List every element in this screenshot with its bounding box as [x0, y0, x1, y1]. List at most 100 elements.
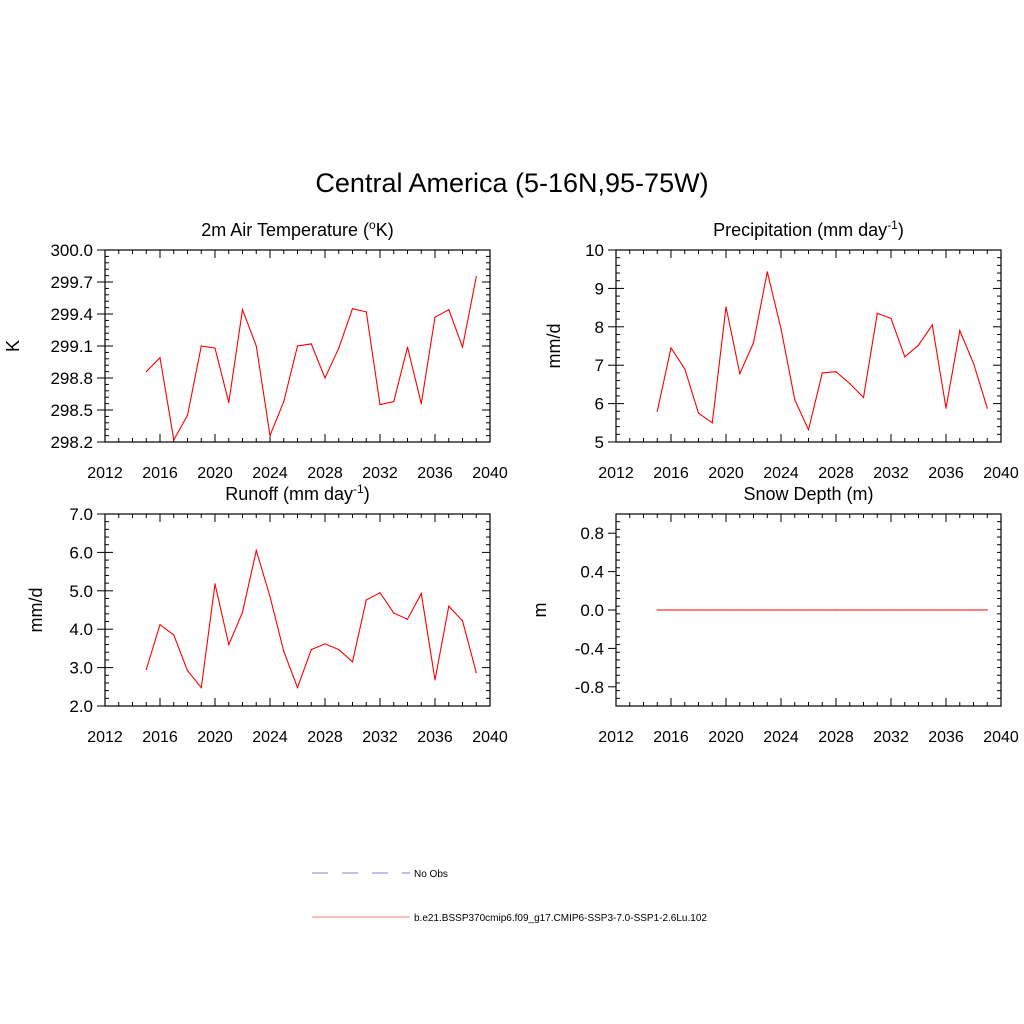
y-tick-label: 298.8: [50, 369, 93, 388]
x-tick-label: 2040: [983, 729, 1019, 746]
data-point: [711, 609, 713, 611]
plot-frame: [615, 249, 1002, 443]
data-point: [821, 372, 823, 374]
data-point: [186, 414, 189, 416]
x-tick-label: 2040: [472, 465, 508, 482]
series-line: [656, 271, 988, 432]
y-tick-label: 10: [585, 241, 604, 260]
data-point: [379, 404, 381, 406]
data-point: [406, 346, 409, 348]
y-axis-label: K: [3, 340, 23, 352]
data-point: [697, 609, 700, 611]
data-point: [821, 609, 823, 611]
x-tick-label: 2016: [142, 465, 178, 482]
data-point: [849, 609, 851, 611]
data-point: [917, 344, 920, 346]
data-point: [420, 592, 422, 595]
data-point: [365, 311, 367, 313]
data-point: [972, 362, 975, 364]
chart-panel-2: 2012 2016 2020 2024 2028 2032 2036 2040 5 6 7 8 9 10 P…: [544, 218, 1019, 482]
data-point: [890, 317, 892, 319]
data-point: [752, 609, 755, 611]
data-point: [959, 330, 961, 332]
data-point: [351, 308, 354, 310]
x-tick-label: 2012: [87, 465, 123, 482]
data-point: [296, 345, 299, 347]
data-point: [324, 377, 326, 379]
x-tick-label: 2028: [818, 465, 854, 482]
x-tick-label: 2032: [873, 729, 909, 746]
y-tick-label: 298.5: [50, 401, 93, 420]
legend-label-1: No Obs: [414, 869, 448, 880]
data-point: [876, 312, 878, 314]
x-tick-label: 2028: [307, 465, 343, 482]
x-tick-label: 2036: [928, 465, 964, 482]
y-tick-label: 3.0: [69, 659, 93, 678]
data-point: [338, 648, 340, 651]
y-tick-label: 0.0: [580, 601, 604, 620]
data-point: [434, 316, 436, 318]
y-tick-label: 0.4: [580, 563, 604, 582]
data-point: [159, 357, 161, 359]
data-point: [766, 271, 768, 273]
data-point: [725, 306, 727, 308]
y-tick-label: 299.1: [50, 337, 93, 356]
data-point: [241, 309, 244, 311]
data-point: [351, 661, 354, 663]
data-point: [835, 609, 837, 611]
data-point: [684, 609, 686, 611]
data-point: [255, 345, 257, 347]
legend: No Obs b.e21.BSSP370cmip6.f09_g17.CMIP6-S…: [312, 869, 707, 924]
x-tick-label: 2036: [928, 729, 964, 746]
x-tick-label: 2016: [653, 729, 689, 746]
data-point: [904, 609, 906, 611]
data-point: [739, 609, 741, 611]
x-tick-label: 2012: [598, 729, 634, 746]
y-axis-label: mm/d: [26, 588, 46, 633]
data-point: [145, 668, 147, 671]
panel-title: Precipitation (mm day-1): [713, 218, 904, 240]
data-point: [448, 309, 450, 311]
y-tick-label: 7.0: [69, 505, 93, 524]
y-tick-label: 300.0: [50, 241, 93, 260]
data-point: [241, 611, 244, 613]
data-point: [931, 609, 933, 611]
data-point: [420, 403, 422, 405]
y-tick-label: 0.8: [580, 524, 604, 543]
data-point: [173, 439, 175, 441]
x-tick-label: 2040: [983, 465, 1019, 482]
x-tick-label: 2016: [142, 729, 178, 746]
data-point: [931, 324, 933, 326]
y-tick-label: 9: [595, 279, 604, 298]
data-point: [766, 609, 768, 611]
y-tick-label: -0.4: [575, 639, 604, 658]
data-point: [434, 679, 436, 681]
x-tick-label: 2024: [252, 465, 288, 482]
data-point: [752, 342, 755, 344]
data-point: [269, 435, 271, 437]
y-tick-label: 298.2: [50, 433, 93, 452]
x-tick-label: 2024: [763, 465, 799, 482]
x-tick-label: 2036: [417, 465, 453, 482]
x-tick-label: 2012: [87, 729, 123, 746]
data-point: [269, 595, 271, 598]
data-point: [228, 643, 230, 646]
data-point: [780, 609, 782, 611]
data-point: [228, 401, 230, 404]
y-tick-label: 4.0: [69, 620, 93, 639]
data-point: [296, 686, 299, 689]
data-point: [670, 347, 672, 349]
data-point: [145, 371, 147, 373]
y-tick-label: 8: [595, 318, 604, 337]
data-point: [959, 609, 961, 611]
data-point: [794, 399, 796, 401]
data-point: [835, 371, 837, 373]
data-point: [917, 609, 920, 611]
panel-title: Runoff (mm day-1): [225, 482, 369, 504]
y-axis-label: mm/d: [544, 324, 564, 369]
y-tick-label: 5: [595, 433, 604, 452]
data-point: [656, 410, 658, 412]
series-line: [145, 548, 477, 690]
x-tick-label: 2020: [197, 465, 233, 482]
